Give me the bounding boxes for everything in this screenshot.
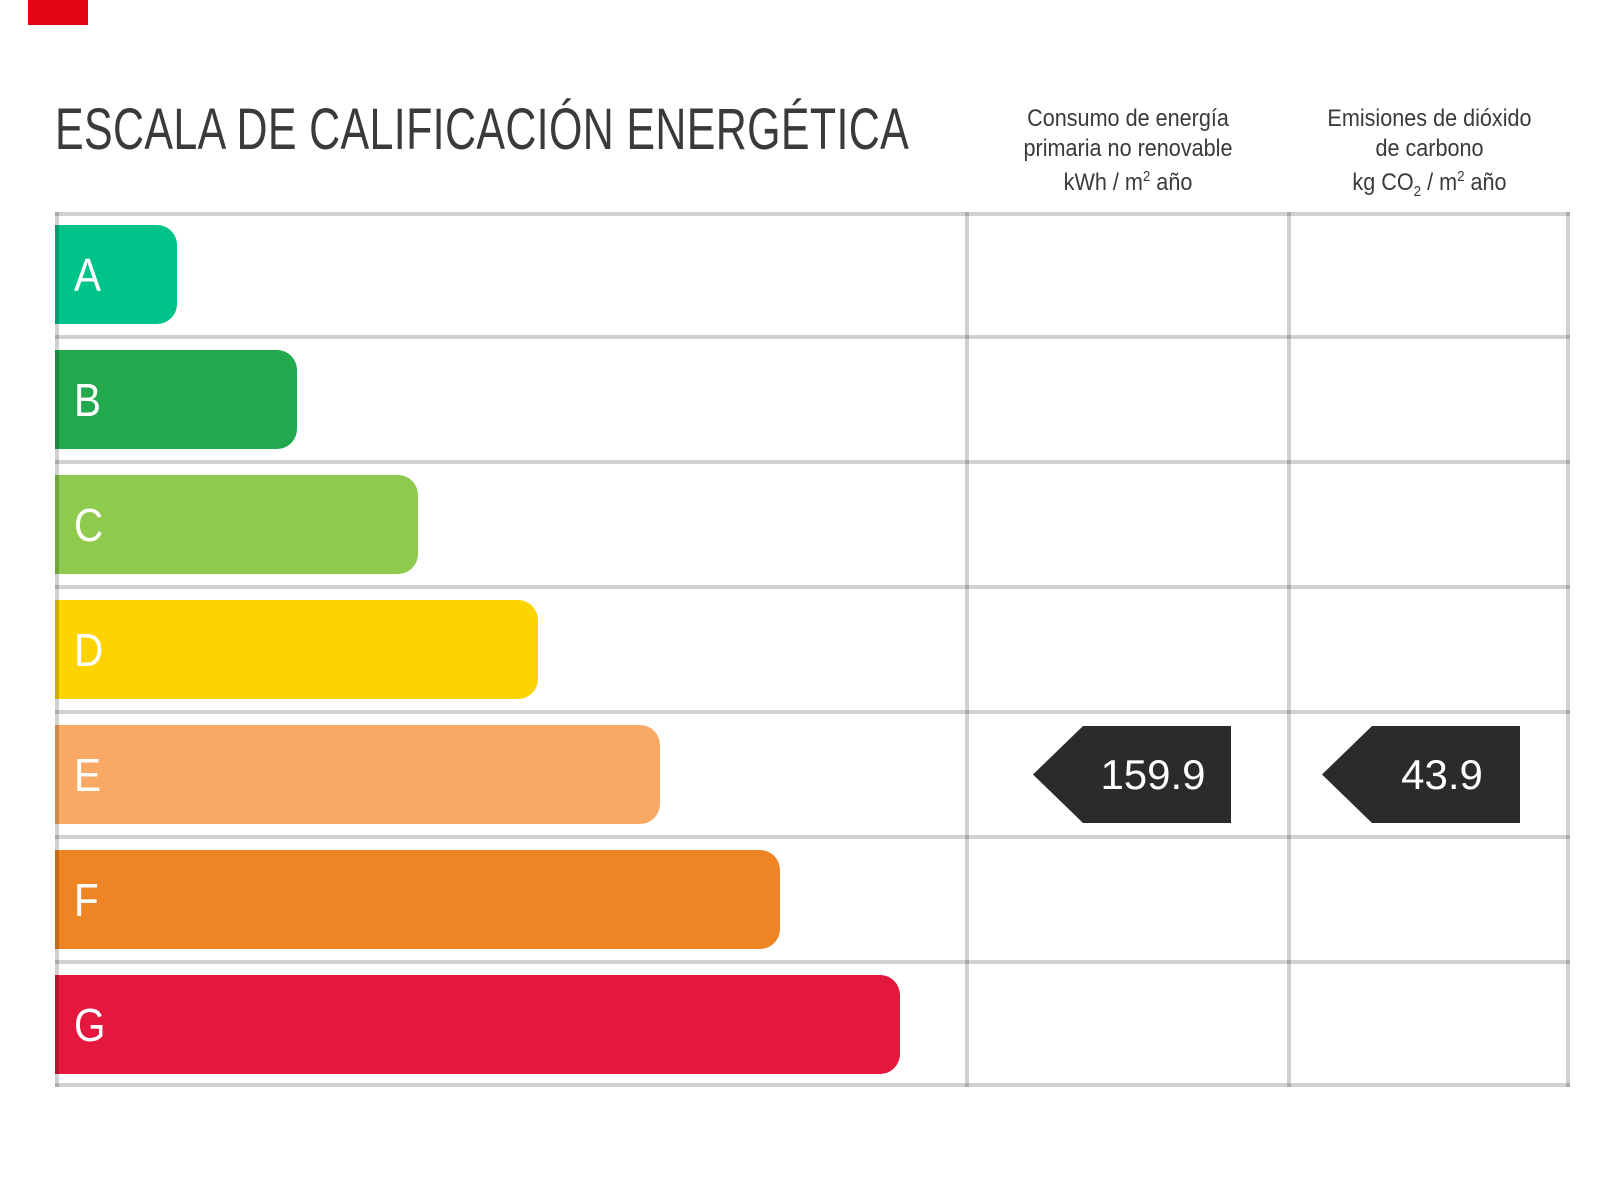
grid-line xyxy=(55,212,1570,216)
grid-line xyxy=(965,212,969,1087)
grid-line xyxy=(55,710,1570,714)
primary-energy-value-arrow: 159.9 xyxy=(1033,726,1231,823)
page-title: ESCALA DE CALIFICACIÓN ENERGÉTICA xyxy=(55,97,910,162)
rating-letter: F xyxy=(74,873,99,926)
column-header-line: de carbono xyxy=(1375,134,1484,162)
rating-letter: B xyxy=(74,373,102,426)
grid-line xyxy=(55,335,1570,339)
grid-line xyxy=(55,835,1570,839)
column-header-line: Emisiones de dióxido xyxy=(1327,105,1532,132)
indicator-value: 43.9 xyxy=(1401,750,1483,798)
column-header-units: kg CO2 / m2 año xyxy=(1352,169,1507,200)
rating-letter: A xyxy=(74,248,102,301)
rating-bar-g: G xyxy=(55,975,900,1074)
rating-letter: C xyxy=(74,498,104,551)
column-header-primary-energy: Consumo de energía primaria no renovable… xyxy=(983,104,1273,198)
co2-value-arrow: 43.9 xyxy=(1322,726,1520,823)
grid-line xyxy=(55,960,1570,964)
indicator-value: 159.9 xyxy=(1100,750,1206,798)
grid-line xyxy=(1287,212,1291,1087)
grid-line xyxy=(1566,212,1570,1087)
column-header-units: kWh / m2 año xyxy=(1063,169,1193,196)
column-header-line: Consumo de energía xyxy=(1027,105,1229,132)
rating-letter: G xyxy=(74,998,106,1051)
rating-bar-d: D xyxy=(55,600,538,699)
column-header-co2-emissions: Emisiones de dióxido de carbono kg CO2 /… xyxy=(1303,104,1556,207)
rating-bar-b: B xyxy=(55,350,297,449)
cropped-logo xyxy=(28,0,88,25)
grid-line xyxy=(55,460,1570,464)
rating-letter: D xyxy=(74,623,104,676)
rating-bar-f: F xyxy=(55,850,780,949)
rating-bar-c: C xyxy=(55,475,418,574)
rating-bar-a: A xyxy=(55,225,177,324)
grid-line xyxy=(55,1083,1570,1087)
rating-bar-e: E xyxy=(55,725,660,824)
grid-line xyxy=(55,585,1570,589)
rating-letter: E xyxy=(74,748,102,801)
column-header-line: primaria no renovable xyxy=(1023,134,1233,162)
